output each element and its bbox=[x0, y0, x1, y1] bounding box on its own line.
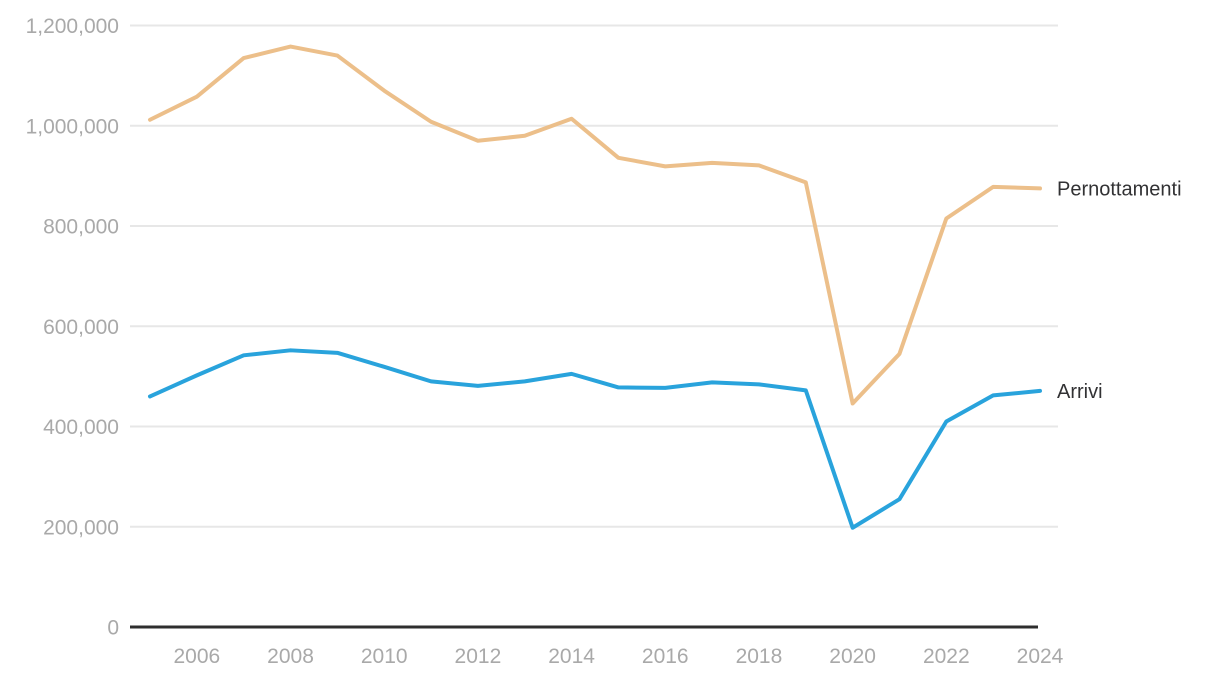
series-line-pernottamenti bbox=[148, 44, 1042, 406]
y-tick-label-1000000: 1,000,000 bbox=[26, 115, 119, 138]
x-tick-label-2024: 2024 bbox=[1017, 645, 1064, 668]
x-tick-label-2008: 2008 bbox=[267, 645, 314, 668]
y-tick-label-400000: 400,000 bbox=[43, 416, 119, 439]
x-tick-label-2020: 2020 bbox=[829, 645, 876, 668]
x-tick-label-2022: 2022 bbox=[923, 645, 970, 668]
y-tick-label-0: 0 bbox=[107, 617, 119, 640]
y-tick-label-200000: 200,000 bbox=[43, 516, 119, 539]
series-label-arrivi: Arrivi bbox=[1057, 381, 1103, 403]
y-tick-label-600000: 600,000 bbox=[43, 316, 119, 339]
x-tick-label-2018: 2018 bbox=[736, 645, 783, 668]
x-tick-label-2012: 2012 bbox=[455, 645, 502, 668]
x-tick-label-2010: 2010 bbox=[361, 645, 408, 668]
y-tick-label-1200000: 1,200,000 bbox=[26, 15, 119, 38]
x-tick-label-2016: 2016 bbox=[642, 645, 689, 668]
series-label-pernottamenti: Pernottamenti bbox=[1057, 178, 1182, 200]
x-tick-label-2014: 2014 bbox=[548, 645, 595, 668]
x-tick-label-2006: 2006 bbox=[173, 645, 220, 668]
series-line-arrivi bbox=[148, 348, 1042, 530]
y-tick-label-800000: 800,000 bbox=[43, 216, 119, 239]
